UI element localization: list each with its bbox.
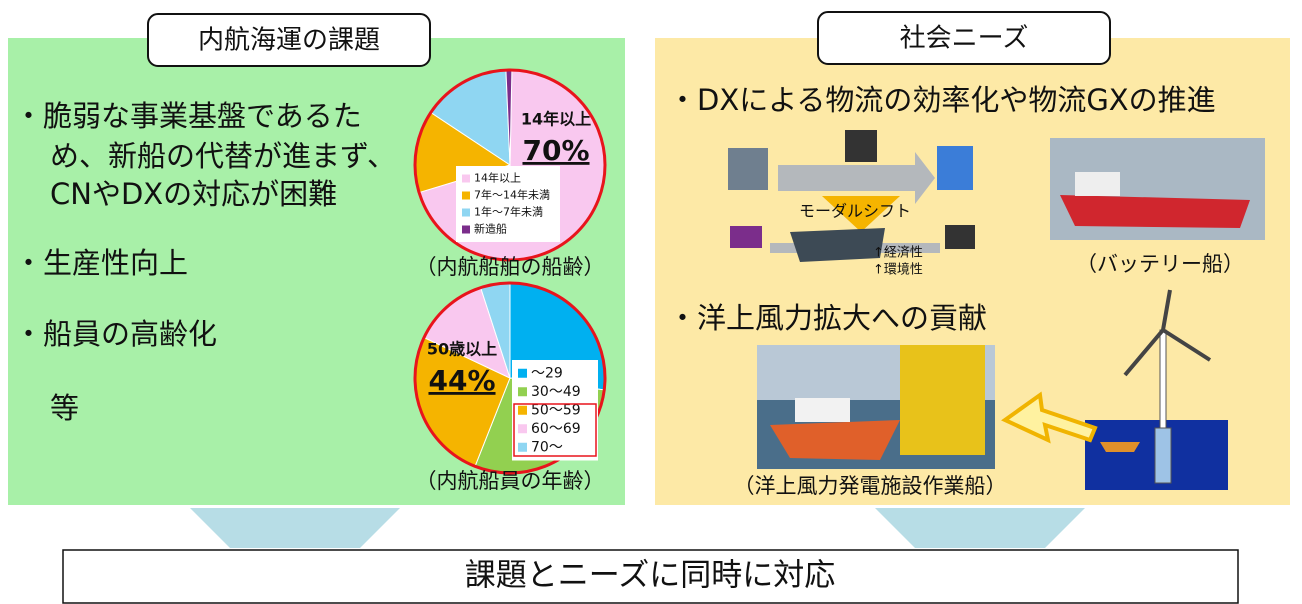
legend-swatch bbox=[518, 405, 527, 415]
legend-label: 30～49 bbox=[531, 384, 581, 400]
callout-label: 50歳以上 bbox=[427, 340, 497, 359]
benefit: ↑経済性 bbox=[873, 245, 923, 261]
legend-swatch bbox=[462, 225, 470, 234]
bullet-line: め、新船の代替が進まず、 bbox=[50, 139, 396, 173]
callout-value: 44% bbox=[428, 364, 495, 397]
down-arrow bbox=[875, 508, 1085, 548]
blades bbox=[1123, 289, 1212, 377]
bullet-line: ・脆弱な事業基盤であるた bbox=[14, 99, 362, 133]
right-title: 社会ニーズ bbox=[900, 24, 1029, 54]
factory-icon bbox=[728, 148, 768, 190]
container-icon bbox=[730, 226, 762, 248]
ship-cabin bbox=[795, 398, 850, 422]
legend-swatch bbox=[518, 442, 527, 452]
pie-border bbox=[413, 281, 607, 475]
small-ship bbox=[1100, 442, 1140, 452]
legend-box bbox=[456, 166, 560, 242]
tower bbox=[1159, 329, 1167, 431]
foundation bbox=[900, 345, 985, 455]
left-title-box bbox=[147, 13, 431, 67]
ship-cabin bbox=[1075, 172, 1120, 196]
ship-icon bbox=[790, 228, 885, 262]
photo-caption: （バッテリー船） bbox=[1076, 252, 1244, 276]
legend-label: 7年～14年未満 bbox=[474, 188, 550, 202]
truck-icon bbox=[945, 225, 975, 249]
bullet: ・洋上風力拡大への貢献 bbox=[668, 301, 987, 335]
modal-shift: モーダルシフト bbox=[799, 202, 911, 221]
legend-swatch bbox=[462, 191, 470, 200]
store-icon bbox=[937, 146, 973, 190]
legend-label: 50～59 bbox=[531, 402, 581, 418]
left-title: 内航海運の課題 bbox=[198, 26, 380, 56]
benefit: ↑環境性 bbox=[873, 263, 923, 278]
legend-swatch bbox=[518, 424, 527, 434]
arrow bbox=[778, 152, 935, 204]
conclusion: 課題とニーズに同時に対応 bbox=[465, 558, 835, 594]
chart-caption: （内航船舶の船齢） bbox=[416, 255, 605, 279]
photo-caption: （洋上風力発電施設作業船） bbox=[734, 474, 1007, 498]
callout-value: 70% bbox=[522, 134, 589, 167]
bullet: ・生産性向上 bbox=[14, 246, 188, 280]
chart-caption: （内航船員の年齢） bbox=[416, 469, 605, 493]
legend-label: 新造船 bbox=[474, 222, 507, 236]
bullet: ・船員の高齢化 bbox=[14, 317, 217, 351]
yellow-arrow bbox=[1001, 391, 1098, 444]
legend-label: 14年以上 bbox=[474, 171, 521, 185]
legend-label: 1年～7年未満 bbox=[474, 205, 543, 219]
etc: 等 bbox=[50, 391, 79, 425]
bullet-line: CNやDXの対応が困難 bbox=[50, 177, 337, 211]
truck-icon bbox=[845, 130, 877, 162]
callout-label: 14年以上 bbox=[521, 110, 591, 129]
legend-swatch bbox=[518, 387, 527, 397]
ship-hull bbox=[1060, 195, 1250, 228]
ship-hull bbox=[770, 420, 900, 460]
conclusion-box bbox=[62, 549, 1239, 604]
right-title-box bbox=[817, 11, 1111, 65]
shift-arrow bbox=[822, 196, 900, 232]
legend-label: ～29 bbox=[531, 365, 563, 381]
pie-border bbox=[413, 68, 607, 262]
down-arrow bbox=[190, 508, 400, 548]
legend-label: 70～ bbox=[531, 439, 563, 455]
legend-swatch bbox=[462, 174, 470, 183]
highlight-frame bbox=[513, 403, 597, 457]
foundation bbox=[1154, 427, 1172, 484]
legend-swatch bbox=[462, 208, 470, 217]
bullet: ・DXによる物流の効率化や物流GXの推進 bbox=[668, 83, 1216, 117]
legend-label: 60～69 bbox=[531, 421, 581, 437]
legend-swatch bbox=[518, 368, 527, 378]
